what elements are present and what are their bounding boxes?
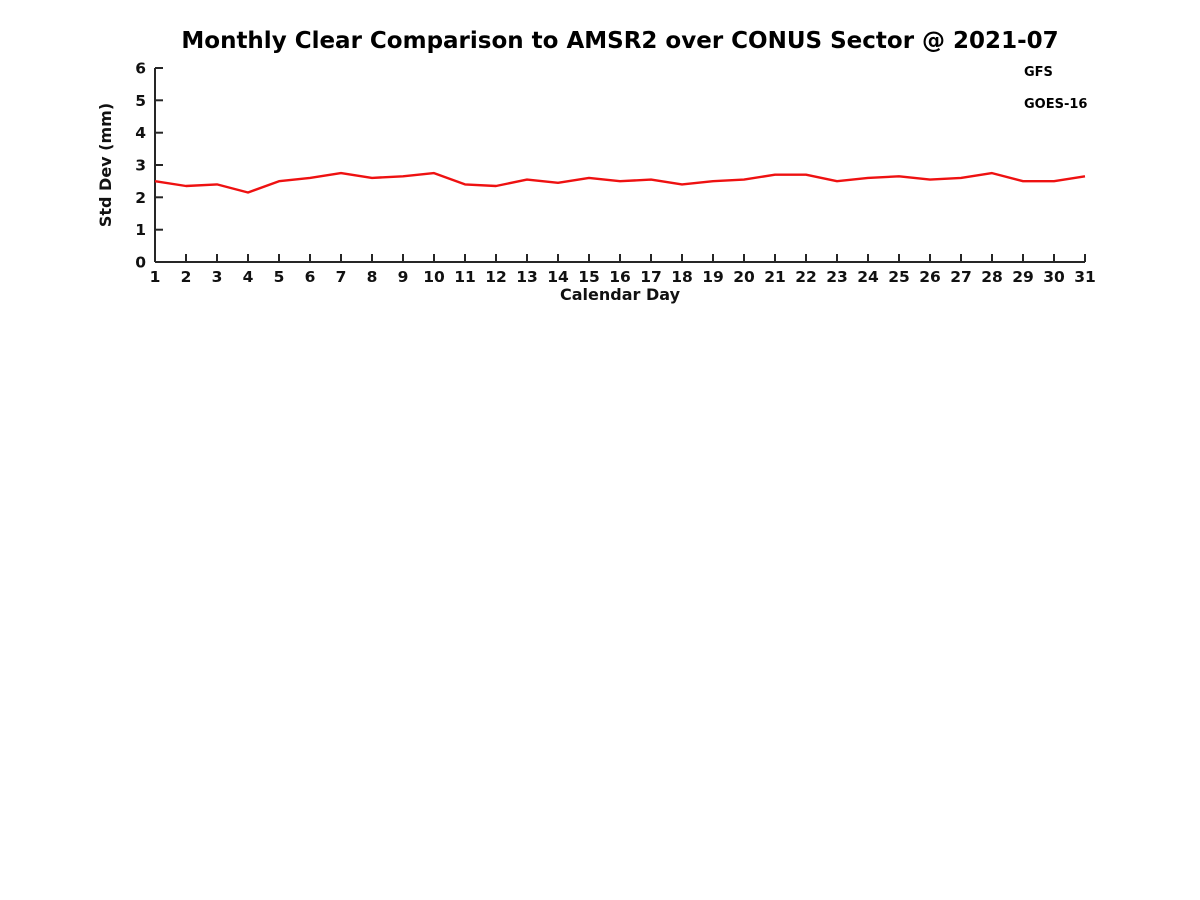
x-tick-label: 12 <box>485 268 507 286</box>
x-tick-label: 8 <box>367 268 378 286</box>
x-tick-label: 2 <box>181 268 192 286</box>
x-tick-label: 25 <box>888 268 910 286</box>
y-tick-label: 3 <box>135 157 146 175</box>
legend: GFS GOES-16 <box>1016 64 1087 112</box>
y-tick-label: 1 <box>135 221 146 239</box>
y-tick-label: 2 <box>135 189 146 207</box>
y-tick-label: 5 <box>135 92 146 110</box>
y-tick-label: 6 <box>135 60 146 78</box>
x-tick-label: 14 <box>547 268 569 286</box>
x-tick-label: 6 <box>305 268 316 286</box>
stddev-x-axis-label: Calendar Day <box>560 285 681 304</box>
legend-label-goes16: GOES-16 <box>1024 96 1088 112</box>
x-tick-label: 28 <box>981 268 1003 286</box>
figure-title: Monthly Clear Comparison to AMSR2 over C… <box>181 28 1059 54</box>
x-tick-label: 29 <box>1012 268 1034 286</box>
legend-label-gfs: GFS <box>1024 64 1053 80</box>
x-tick-label: 3 <box>212 268 223 286</box>
x-tick-label: 27 <box>950 268 972 286</box>
x-tick-label: 15 <box>578 268 600 286</box>
x-tick-label: 11 <box>454 268 476 286</box>
x-tick-label: 30 <box>1043 268 1065 286</box>
x-tick-label: 26 <box>919 268 941 286</box>
x-tick-label: 10 <box>423 268 445 286</box>
x-tick-label: 24 <box>857 268 879 286</box>
x-tick-label: 1 <box>150 268 161 286</box>
x-tick-label: 23 <box>826 268 848 286</box>
stddev-y-axis-label: Std Dev (mm) <box>96 103 115 227</box>
x-tick-label: 18 <box>671 268 693 286</box>
legend-entry-goes16: GOES-16 <box>1016 96 1087 112</box>
legend-entry-gfs: GFS <box>1016 64 1087 80</box>
stddev-axes <box>154 67 1086 263</box>
x-tick-label: 13 <box>516 268 538 286</box>
x-tick-label: 19 <box>702 268 724 286</box>
x-tick-label: 31 <box>1074 268 1096 286</box>
x-tick-label: 22 <box>795 268 817 286</box>
gfs-series-line <box>154 171 1086 194</box>
x-tick-label: 5 <box>274 268 285 286</box>
x-tick-label: 4 <box>243 268 254 286</box>
y-tick-label: 4 <box>135 124 146 142</box>
x-tick-label: 9 <box>398 268 409 286</box>
y-tick-label: 0 <box>135 254 146 272</box>
x-tick-label: 7 <box>336 268 347 286</box>
x-tick-label: 20 <box>733 268 755 286</box>
x-tick-label: 21 <box>764 268 786 286</box>
x-tick-label: 16 <box>609 268 631 286</box>
x-tick-label: 17 <box>640 268 662 286</box>
